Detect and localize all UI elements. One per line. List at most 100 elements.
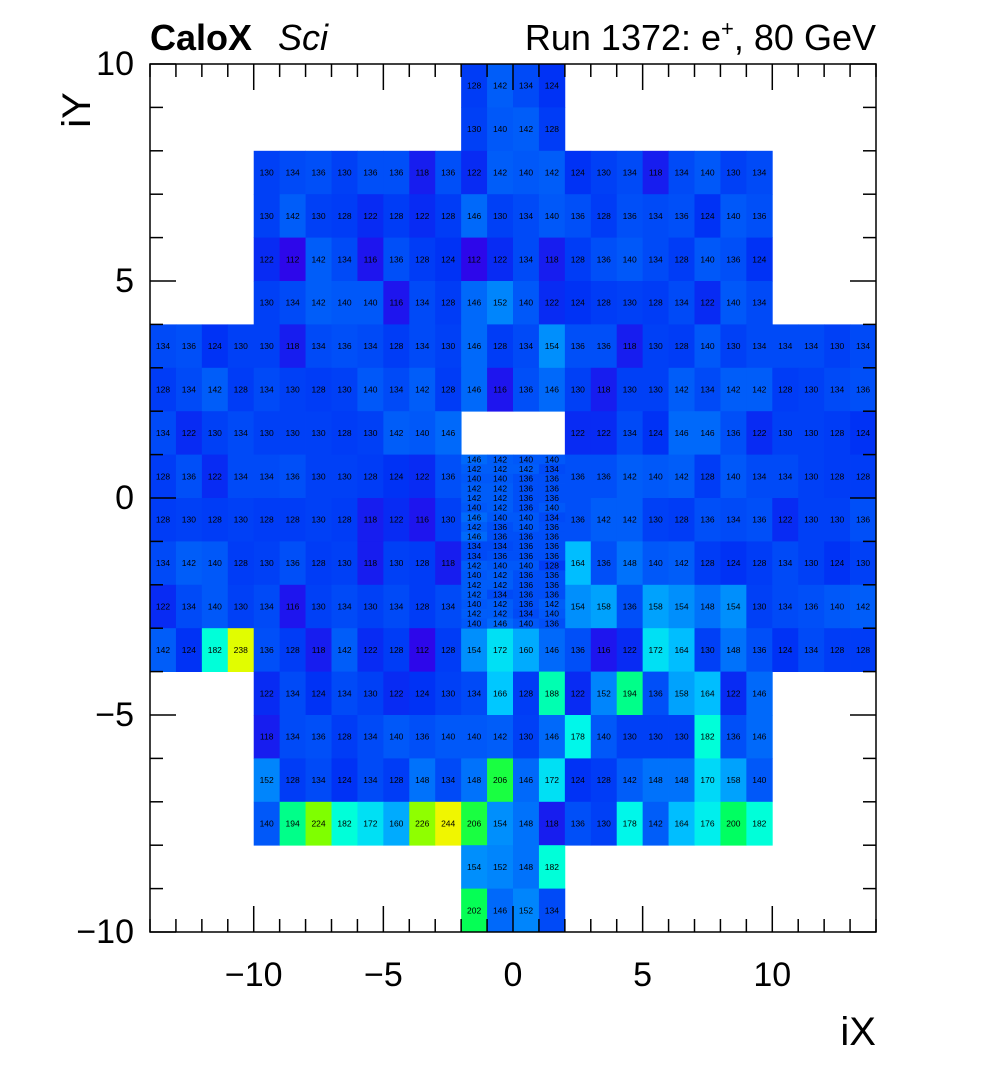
heatmap-cell — [357, 801, 384, 846]
heatmap-cell-label: 136 — [571, 515, 585, 525]
header-run-info: Run 1372: e+, 80 GeV — [525, 16, 876, 58]
heatmap-cell — [616, 411, 644, 455]
heatmap-fine-cell — [538, 502, 566, 513]
heatmap-cell-label: 140 — [208, 602, 222, 612]
heatmap-cell-label: 136 — [311, 168, 325, 178]
heatmap-cell-label: 130 — [830, 341, 844, 351]
heatmap-cell — [435, 584, 462, 629]
heatmap-cell-label: 130 — [363, 602, 377, 612]
heatmap-cell-label: 124 — [571, 168, 585, 178]
heatmap-cell — [538, 671, 566, 716]
heatmap-cell-label: 130 — [649, 732, 663, 742]
heatmap-cell — [331, 541, 358, 586]
heatmap-cell-label: 142 — [337, 645, 351, 655]
heatmap-cell-label: 134 — [389, 385, 403, 395]
heatmap-cell — [279, 584, 306, 629]
heatmap-cell — [305, 628, 332, 672]
heatmap-cell-label: 134 — [311, 775, 325, 785]
heatmap-cell — [435, 541, 462, 586]
heatmap-fine-cell — [461, 570, 488, 581]
heatmap-cell-label: 134 — [519, 341, 533, 351]
heatmap-cell-label: 172 — [649, 645, 663, 655]
heatmap-cell-label: 128 — [597, 298, 611, 308]
heatmap-cell-label: 134 — [674, 168, 688, 178]
heatmap-cell-label: 146 — [441, 428, 455, 438]
heatmap-cell-label: 238 — [234, 645, 248, 655]
heatmap-cell-label: 130 — [441, 688, 455, 698]
heatmap-cell-label: 130 — [363, 428, 377, 438]
heatmap-fine-cell-label: 140 — [519, 561, 533, 571]
heatmap-cell-label: 134 — [441, 775, 455, 785]
heatmap-cell — [850, 411, 877, 455]
heatmap-cell-label: 142 — [311, 298, 325, 308]
heatmap-cell — [616, 194, 644, 238]
heatmap-fine-cell-label: 140 — [519, 522, 533, 532]
heatmap-fine-cell — [538, 522, 566, 533]
heatmap-cell — [824, 324, 851, 369]
heatmap-cell — [383, 671, 410, 716]
heatmap-cell — [798, 541, 825, 586]
heatmap-cell-label: 128 — [830, 428, 844, 438]
heatmap-cell — [435, 367, 462, 412]
heatmap-cell — [642, 194, 669, 238]
heatmap-cell-label: 136 — [597, 558, 611, 568]
heatmap-cell — [850, 541, 877, 586]
heatmap-cell — [616, 541, 644, 586]
heatmap-cell — [331, 194, 358, 238]
heatmap-cell-label: 134 — [700, 385, 714, 395]
heatmap-cell — [538, 237, 566, 282]
heatmap-cell — [150, 584, 177, 629]
heatmap-cell — [305, 498, 332, 542]
heatmap-cell-label: 130 — [286, 385, 300, 395]
heatmap-cell — [487, 64, 514, 108]
heatmap-fine-cell-label: 136 — [545, 618, 559, 628]
heatmap-fine-cell — [513, 483, 540, 494]
heatmap-cell-label: 134 — [363, 341, 377, 351]
heatmap-cell-label: 130 — [804, 385, 818, 395]
heatmap-cell-label: 130 — [649, 341, 663, 351]
heatmap-cell — [383, 628, 410, 672]
heatmap-cell-label: 146 — [467, 385, 481, 395]
heatmap-cell — [409, 801, 436, 846]
heatmap-cell — [590, 281, 618, 325]
heatmap-cell-label: 146 — [519, 775, 533, 785]
heatmap-cell — [668, 584, 695, 629]
heatmap-cell — [383, 801, 410, 846]
heatmap-cell-label: 140 — [493, 124, 507, 134]
heatmap-cell-label: 134 — [337, 688, 351, 698]
heatmap-cell-label: 134 — [234, 428, 248, 438]
heatmap-cell-label: 136 — [649, 688, 663, 698]
heatmap-cell — [279, 150, 306, 195]
heatmap-cell-label: 140 — [726, 211, 740, 221]
heatmap-cell-label: 194 — [623, 688, 637, 698]
heatmap-cell — [720, 454, 747, 499]
heatmap-cell — [383, 758, 410, 803]
heatmap-cell-label: 134 — [182, 385, 196, 395]
heatmap-cell — [409, 541, 436, 586]
heatmap-cell-label: 128 — [156, 385, 170, 395]
heatmap-cell — [461, 715, 488, 759]
heatmap-cell — [538, 845, 566, 889]
heatmap-cell — [435, 237, 462, 282]
heatmap-fine-cell-label: 136 — [545, 580, 559, 590]
heatmap-cell — [798, 584, 825, 629]
heatmap-fine-cell — [513, 531, 540, 542]
heatmap-cell — [357, 628, 384, 672]
y-tick-label: −5 — [95, 696, 134, 734]
heatmap-cell — [331, 411, 358, 455]
heatmap-cell — [590, 237, 618, 282]
run-text-sup: + — [721, 16, 734, 41]
heatmap-cell-label: 136 — [726, 732, 740, 742]
heatmap-cell — [850, 584, 877, 629]
heatmap-cell — [642, 324, 669, 369]
heatmap-cell — [305, 454, 332, 499]
heatmap-cell — [461, 281, 488, 325]
heatmap-fine-cell-label: 142 — [493, 493, 507, 503]
heatmap-fine-cell — [461, 560, 488, 571]
heatmap-cell-label: 146 — [674, 428, 688, 438]
heatmap-cell — [694, 584, 721, 629]
heatmap-cell — [461, 628, 488, 672]
heatmap-fine-cell-label: 140 — [493, 561, 507, 571]
heatmap-cell-label: 148 — [700, 602, 714, 612]
y-tick-label: 10 — [96, 45, 134, 83]
